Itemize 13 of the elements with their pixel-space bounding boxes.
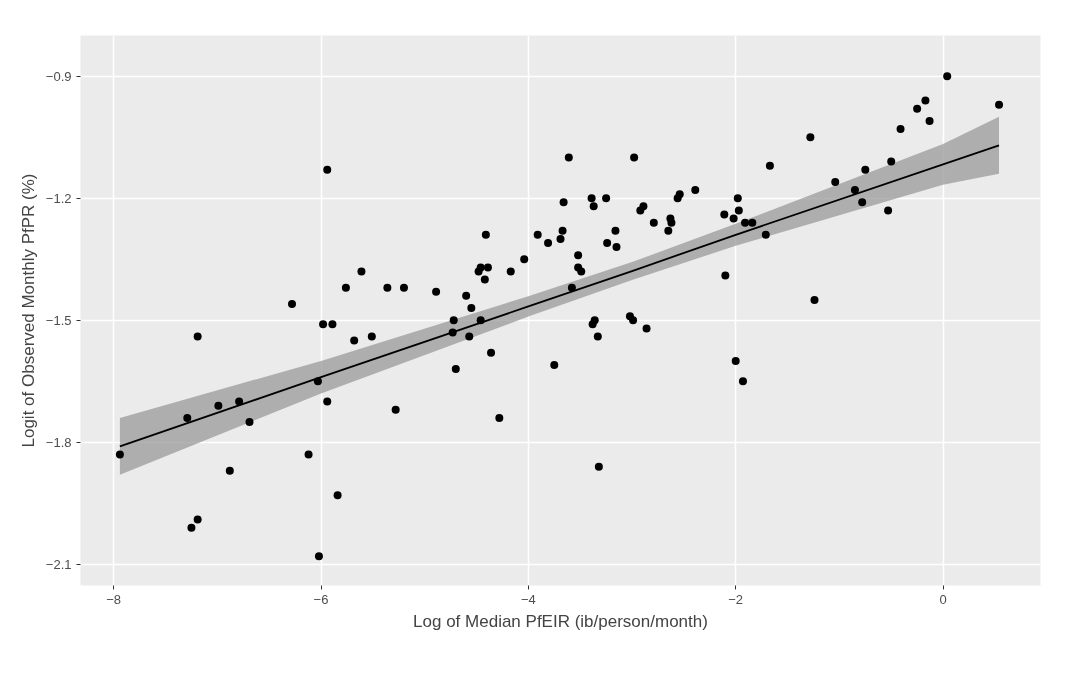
y-tick-label: −1.2: [45, 190, 72, 206]
y-tick-label: −2.1: [45, 556, 72, 572]
y-tick-label: −0.9: [45, 68, 72, 84]
x-tick-label: 0: [939, 591, 947, 607]
x-tick-label: −4: [520, 591, 536, 607]
x-tick-label: −2: [728, 591, 744, 607]
y-tick-label: −1.8: [45, 434, 72, 450]
x-axis-title: Log of Median PfEIR (ib/person/month): [413, 611, 708, 631]
y-tick-label: −1.5: [45, 312, 72, 328]
line-series: [119, 144, 1000, 448]
x-tick-label: −6: [313, 591, 329, 607]
y-axis-title: Logit of Observed Monthly PfPR (%): [18, 173, 38, 448]
x-tick-label: −8: [106, 591, 122, 607]
